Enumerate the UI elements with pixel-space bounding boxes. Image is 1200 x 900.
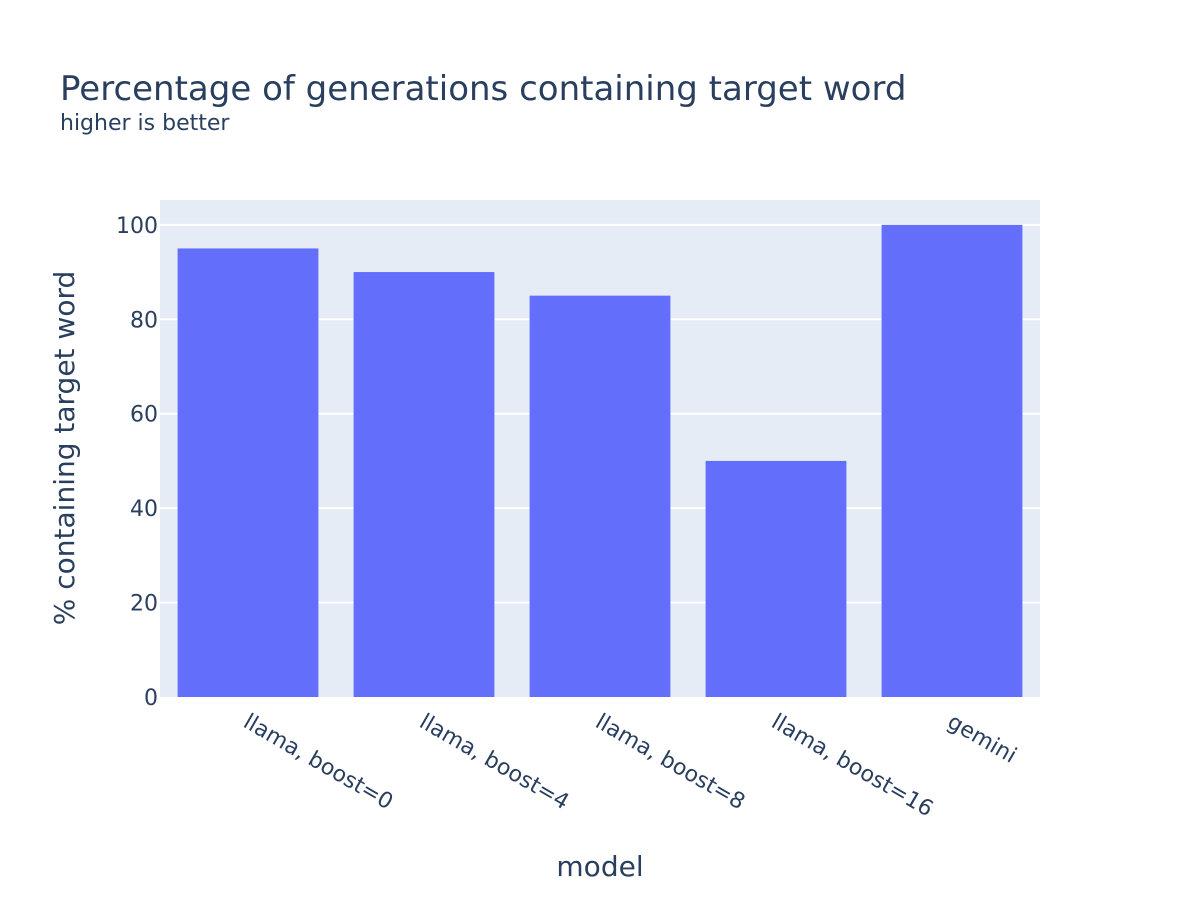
x-tick-label: llama, boost=4 — [415, 710, 573, 816]
y-tick-label: 80 — [130, 308, 158, 333]
x-tick-label: llama, boost=16 — [767, 710, 937, 823]
y-tick-label: 20 — [130, 592, 158, 617]
x-tick-label: gemini — [943, 710, 1021, 769]
bar — [529, 295, 671, 697]
y-axis-ticks: 0 20 40 60 80 100 — [116, 214, 158, 711]
y-tick-label: 60 — [130, 403, 158, 428]
x-axis-title: model — [556, 850, 643, 883]
y-tick-label: 0 — [144, 686, 158, 711]
bar — [353, 272, 495, 697]
y-tick-label: 40 — [130, 497, 158, 522]
bar — [705, 460, 847, 697]
x-axis-ticks: llama, boost=0 llama, boost=4 llama, boost… — [239, 710, 1021, 823]
y-axis-title: % containing target word — [48, 271, 81, 626]
chart-subtitle: higher is better — [60, 111, 230, 136]
y-tick-label: 100 — [116, 214, 158, 239]
bars — [177, 224, 1023, 698]
chart-title: Percentage of generations containing tar… — [60, 69, 906, 109]
x-tick-label: llama, boost=8 — [591, 710, 749, 816]
bar — [177, 248, 319, 698]
x-tick-label: llama, boost=0 — [239, 710, 397, 816]
bar — [881, 224, 1023, 698]
